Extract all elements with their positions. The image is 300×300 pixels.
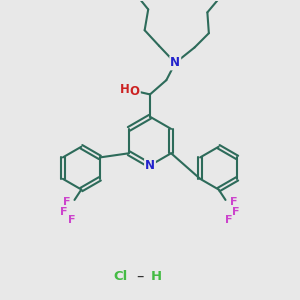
Text: N: N xyxy=(170,56,180,69)
Text: H: H xyxy=(150,270,161,283)
Text: F: F xyxy=(68,215,75,225)
Text: H: H xyxy=(120,83,130,96)
Text: F: F xyxy=(232,207,240,217)
Text: F: F xyxy=(60,207,68,217)
Text: F: F xyxy=(230,197,237,207)
Text: F: F xyxy=(63,197,70,207)
Text: O: O xyxy=(130,85,140,98)
Text: N: N xyxy=(145,159,155,172)
Text: F: F xyxy=(225,215,232,225)
Text: –: – xyxy=(136,269,143,284)
Text: Cl: Cl xyxy=(113,270,127,283)
